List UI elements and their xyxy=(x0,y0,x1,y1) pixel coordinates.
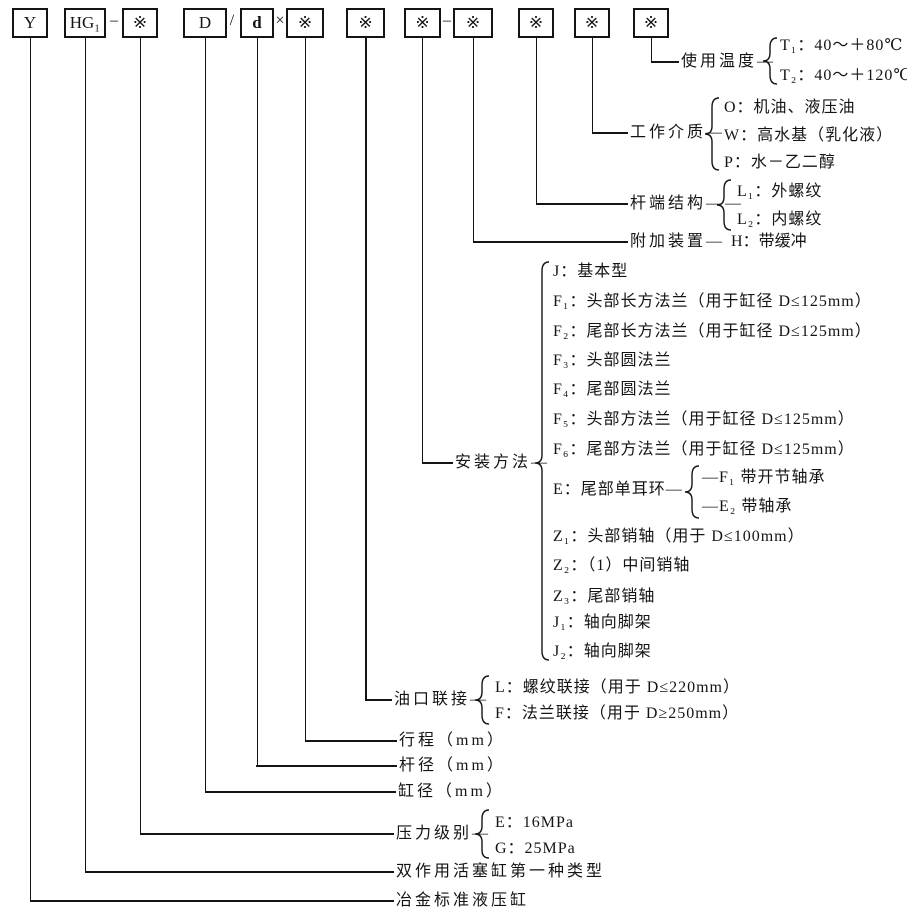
mounting-option: J₂：轴向脚架 xyxy=(553,643,652,660)
mounting-option: F₄：尾部圆法兰 xyxy=(553,381,672,398)
separator-slash-icon: / xyxy=(229,12,235,29)
pressure-label: 压力级别— xyxy=(396,825,492,842)
temperature-option: T₁：40～＋80℃ xyxy=(780,37,904,54)
mounting-option: J₁：轴向脚架 xyxy=(553,614,652,631)
connector-line xyxy=(591,38,593,133)
connector-line xyxy=(650,38,652,62)
connector-line xyxy=(305,740,397,742)
code-box-oilport: ※ xyxy=(346,8,385,38)
mounting-option: J：基本型 xyxy=(553,263,629,280)
code-box-rodend: ※ xyxy=(518,8,554,38)
temperature-label: 使用温度— xyxy=(681,53,777,70)
connector-line xyxy=(256,38,258,766)
connector-line xyxy=(536,203,628,205)
connector-line xyxy=(651,61,679,63)
code-box-medium: ※ xyxy=(574,8,610,38)
bore-diameter-label: 缸径（mm） xyxy=(398,783,505,800)
code-box-attachment: ※ xyxy=(453,8,493,38)
connector-line xyxy=(30,900,394,902)
medium-option: P：水－乙二醇 xyxy=(724,154,836,171)
rod-end-option: L₁：外螺纹 xyxy=(737,183,823,200)
connector-line xyxy=(256,765,397,767)
mounting-option: F₂：尾部长方法兰（用于缸径 D≤125mm） xyxy=(553,323,872,340)
code-box-temperature: ※ xyxy=(633,8,669,38)
connector-line xyxy=(535,38,537,204)
mounting-option: E：尾部单耳环— xyxy=(553,481,683,498)
mounting-option: Z₂：（1）中间销轴 xyxy=(553,557,691,574)
separator-dash-icon: – xyxy=(443,12,451,29)
oil-port-option: F：法兰联接（用于 D≥250mm） xyxy=(495,705,740,722)
attachment-value: H：带缓冲 xyxy=(731,233,807,250)
rod-end-option: L₂：内螺纹 xyxy=(737,211,823,228)
connector-line xyxy=(422,462,453,464)
connector-line xyxy=(421,38,423,463)
code-box-hg1: HG₁ xyxy=(64,8,106,38)
medium-label: 工作介质— xyxy=(630,124,726,141)
code-box-y: Y xyxy=(12,8,48,38)
temperature-option: T₂：40～＋120℃ xyxy=(780,67,907,84)
code-box-stroke: ※ xyxy=(286,8,324,38)
connector-line xyxy=(592,132,628,134)
rod-diameter-label: 杆径（mm） xyxy=(399,757,506,774)
eye-ring-sub-option: —E₂ 带轴承 xyxy=(702,498,793,515)
mounting-option: F₁：头部长方法兰（用于缸径 D≤125mm） xyxy=(553,293,872,310)
separator-dash-icon: – xyxy=(110,12,118,29)
oil-port-option: L：螺纹联接（用于 D≤220mm） xyxy=(495,679,741,696)
code-box-mounting: ※ xyxy=(404,8,441,38)
mounting-option: F₃：头部圆法兰 xyxy=(553,352,672,369)
standard-label: 冶金标准液压缸 xyxy=(396,892,530,909)
connector-line xyxy=(204,38,206,792)
attachment-label: 附加装置— xyxy=(630,233,726,250)
medium-option: O：机油、液压油 xyxy=(724,99,856,116)
stroke-label: 行程（mm） xyxy=(399,732,506,749)
connector-line xyxy=(365,699,392,701)
mounting-option: F₅：头部方法兰（用于缸径 D≤125mm） xyxy=(553,411,855,428)
separator-times-icon: × xyxy=(275,12,285,29)
connector-line xyxy=(473,241,628,243)
code-box-bore: D xyxy=(183,8,227,38)
connector-line xyxy=(139,38,141,833)
connector-line xyxy=(85,871,394,873)
mounting-label: 安装方法— xyxy=(455,454,551,471)
connector-line xyxy=(84,38,86,872)
rod-end-label: 杆端结构—— xyxy=(630,195,745,212)
oil-port-label: 油口联接— xyxy=(394,691,490,708)
pressure-option: G：25MPa xyxy=(495,840,576,857)
mounting-option: Z₁：头部销轴（用于 D≤100mm） xyxy=(553,528,805,545)
connector-line xyxy=(140,833,394,835)
code-box-rod: d xyxy=(240,8,274,38)
attachment-row: 附加装置— H：带缓冲 xyxy=(630,231,807,253)
connector-line xyxy=(365,38,367,700)
eye-ring-brace xyxy=(684,465,700,519)
connector-line xyxy=(29,38,31,901)
cylinder-type-label: 双作用活塞缸第一种类型 xyxy=(396,863,606,880)
code-box-pressure: ※ xyxy=(122,8,158,38)
connector-line xyxy=(472,38,474,242)
pressure-option: E：16MPa xyxy=(495,814,575,831)
eye-ring-sub-option: —F₁ 带开节轴承 xyxy=(702,469,826,486)
connector-line xyxy=(205,791,396,793)
connector-line xyxy=(304,38,306,741)
mounting-option: F₆：尾部方法兰（用于缸径 D≤125mm） xyxy=(553,441,855,458)
mounting-option: Z₃：尾部销轴 xyxy=(553,588,656,605)
medium-option: W：高水基（乳化液） xyxy=(724,127,894,144)
